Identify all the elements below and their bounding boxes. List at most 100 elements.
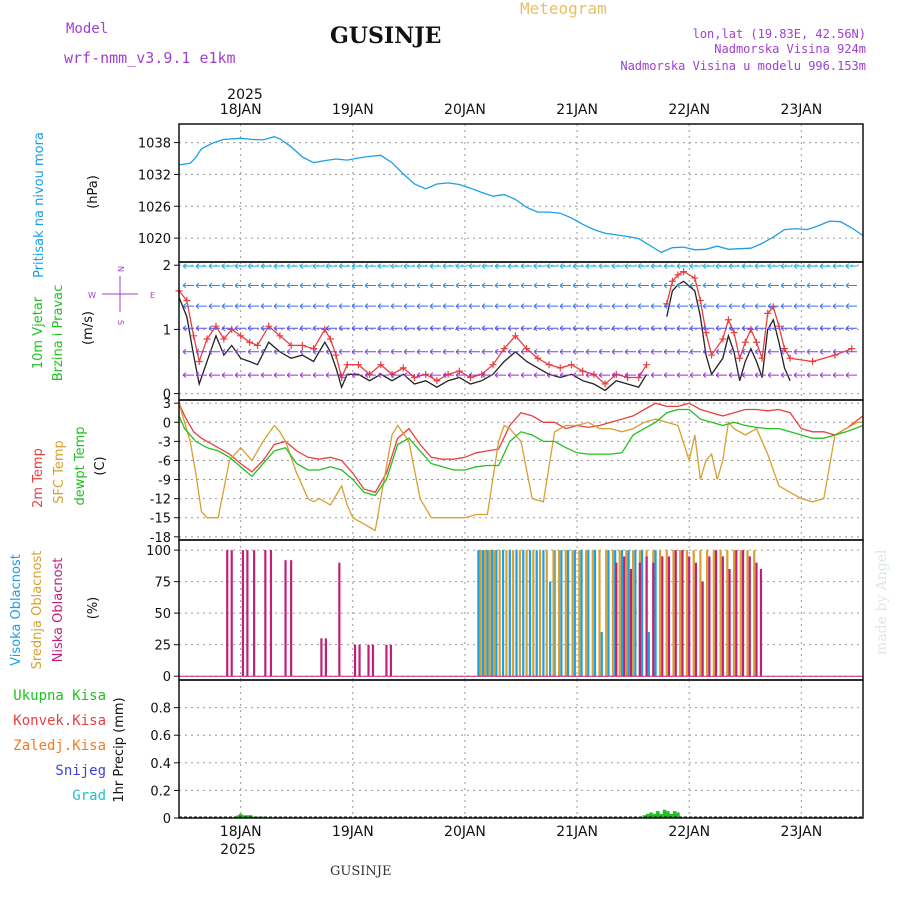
- wind-arrow-3: [637, 303, 649, 310]
- wind-arrow-3: [728, 303, 740, 310]
- wind-arrow-5: [637, 263, 649, 270]
- ytick-label-wind-0: 0: [163, 388, 171, 403]
- wind-arrow-2: [494, 325, 506, 332]
- wind-arrow-5: [338, 263, 350, 270]
- wind-arrow-2: [780, 325, 792, 332]
- mid-cloud-side-label: Srednja Oblacnost: [30, 551, 45, 670]
- wind-arrow-2: [650, 325, 662, 332]
- wind-arrow-3: [429, 303, 441, 310]
- wind-arrow-1: [845, 348, 857, 355]
- wind-arrow-2: [273, 325, 285, 332]
- wind-arrow-4: [299, 282, 311, 289]
- pressure-side-label: Pritisak na nivou mora: [32, 132, 47, 278]
- wind-arrow-5: [780, 263, 792, 270]
- wind-arrow-4: [286, 282, 298, 289]
- bar-clouds-2-34: [699, 550, 702, 677]
- wind-arrow-4: [312, 282, 324, 289]
- wind-arrow-4: [689, 282, 701, 289]
- bar-clouds-2-19: [598, 550, 601, 677]
- bar-clouds-2-29: [665, 550, 668, 677]
- bar-clouds-3-14: [715, 550, 718, 677]
- wind-arrow-3: [624, 303, 636, 310]
- point-wind-1-38: [545, 361, 553, 369]
- wind-arrow-5: [208, 263, 220, 270]
- bar-clouds-2-36: [712, 550, 715, 677]
- wind-arrow-1: [650, 348, 662, 355]
- bar-clouds-1-3: [490, 550, 493, 677]
- wind-arrow-2: [247, 325, 259, 332]
- wind-arrow-4: [780, 282, 792, 289]
- wind-arrow-2: [598, 325, 610, 332]
- wind-arrow-2: [624, 325, 636, 332]
- point-wind-1-34: [500, 345, 508, 353]
- top-day-0: 18JAN: [220, 102, 262, 118]
- point-wind-3-19: [781, 345, 789, 353]
- top-day-5: 23JAN: [780, 102, 822, 118]
- wind-arrow-4: [520, 282, 532, 289]
- legend-snow: Snijeg: [55, 763, 106, 779]
- bar-clouds-0-0: [226, 550, 229, 677]
- bar-clouds-2-8: [525, 550, 528, 677]
- bar-clouds-3-10: [688, 556, 691, 677]
- bar-clouds-1-6: [508, 550, 511, 677]
- bar-clouds-2-10: [538, 550, 542, 677]
- wind-arrow-0: [780, 372, 792, 379]
- model-label: Model: [66, 21, 108, 37]
- wind-arrow-5: [832, 263, 844, 270]
- point-wind-3-16: [764, 309, 772, 317]
- point-wind-1-2: [190, 332, 198, 340]
- top-day-4: 22JAN: [668, 102, 710, 118]
- point-wind-1-17: [326, 335, 334, 343]
- wind-arrow-2: [663, 325, 675, 332]
- wind-arrow-5: [494, 263, 506, 270]
- wind-arrow-5: [442, 263, 454, 270]
- bar-clouds-3-20: [755, 562, 758, 677]
- wind-arrow-1: [598, 348, 610, 355]
- wind-arrow-5: [520, 263, 532, 270]
- wind-arrow-5: [676, 263, 688, 270]
- wind-arrow-0: [338, 372, 350, 379]
- wind-arrow-4: [247, 282, 259, 289]
- frame-precip: [178, 679, 864, 819]
- wind-arrow-5: [663, 263, 675, 270]
- wind-arrow-0: [390, 372, 402, 379]
- wind-arrow-2: [364, 325, 376, 332]
- wind-arrow-3: [481, 303, 493, 310]
- wind-arrow-2: [195, 325, 207, 332]
- wind-arrow-0: [273, 372, 285, 379]
- bar-clouds-3-15: [721, 556, 724, 677]
- wind-arrow-3: [312, 303, 324, 310]
- wind-arrow-4: [507, 282, 519, 289]
- wind-arrow-3: [845, 303, 857, 310]
- bar-precip-0-16: [666, 811, 670, 818]
- wind-arrow-1: [221, 348, 233, 355]
- wind-arrow-0: [325, 372, 337, 379]
- wind-arrow-2: [845, 325, 857, 332]
- wind-arrow-4: [741, 282, 753, 289]
- wind-arrow-1: [767, 348, 779, 355]
- wind-arrow-0: [364, 372, 376, 379]
- legend-total-rain: Ukupna Kisa: [13, 688, 106, 704]
- legend-conv-rain: Konvek.Kisa: [13, 713, 106, 729]
- wind-arrow-3: [507, 303, 519, 310]
- wind-arrow-5: [702, 263, 714, 270]
- legend-frozen-rain: Zaledj.Kisa: [13, 738, 106, 754]
- point-wind-1-10: [253, 341, 261, 349]
- wind-arrow-4: [611, 282, 623, 289]
- wind-arrow-1: [299, 348, 311, 355]
- wind-arrow-3: [832, 303, 844, 310]
- wind-arrow-3: [819, 303, 831, 310]
- wind-arrow-0: [598, 372, 610, 379]
- lonlat-text: lon,lat (19.83E, 42.56N): [693, 27, 866, 41]
- wind-arrow-4: [481, 282, 493, 289]
- wind-arrow-0: [637, 372, 649, 379]
- wind-arrow-3: [754, 303, 766, 310]
- point-wind-1-41: [579, 367, 587, 375]
- wind-arrow-3: [546, 303, 558, 310]
- bar-clouds-2-41: [746, 550, 749, 677]
- wind-arrow-5: [299, 263, 311, 270]
- bar-clouds-1-21: [607, 550, 610, 677]
- wind-arrow-0: [689, 372, 701, 379]
- point-wind-3-1: [668, 277, 676, 285]
- bar-clouds-0-16: [385, 644, 388, 677]
